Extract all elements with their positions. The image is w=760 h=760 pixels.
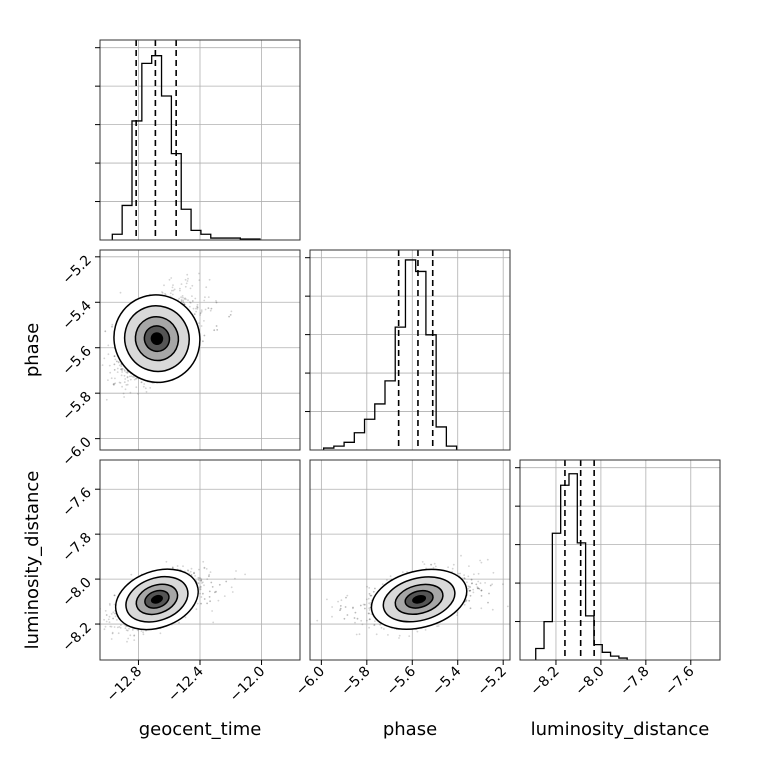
- x-tick-label-geocent_time: −12.4: [165, 663, 207, 705]
- x-axis-label-geocent-time: geocent_time: [139, 719, 262, 740]
- contour-layer: [113, 294, 468, 631]
- x-axis-label-phase: phase: [383, 719, 437, 740]
- contour-line: [143, 325, 171, 353]
- x-tick-label-phase: −5.8: [338, 664, 373, 699]
- y-axis-label-luminosity-distance: luminosity_distance: [22, 471, 43, 650]
- density-level: [150, 594, 163, 604]
- x-tick-label-luminosity_distance: −7.6: [662, 663, 697, 698]
- x-tick-label-phase: −5.6: [384, 663, 419, 698]
- x-tick-label-phase: −5.4: [429, 663, 464, 698]
- contour-line: [125, 575, 189, 623]
- y-tick-label-luminosity_distance: −8.0: [59, 575, 94, 610]
- x-tick-label-luminosity_distance: −8.2: [527, 664, 562, 699]
- density-geocent_time-luminosity_distance: [115, 569, 199, 630]
- density-level: [412, 594, 427, 604]
- panel-frame-luminosity_distance-luminosity_distance: [519, 459, 721, 661]
- density-phase-luminosity_distance: [371, 569, 467, 630]
- y-tick-label-phase: −5.8: [59, 389, 94, 424]
- contour-line: [123, 305, 190, 373]
- histogram-layer: [111, 40, 628, 660]
- y-tick-label-luminosity_distance: −7.6: [59, 485, 94, 520]
- x-tick-label-phase: −6.0: [293, 664, 328, 699]
- y-tick-label-phase: −5.2: [59, 252, 94, 287]
- y-tick-label-phase: −5.6: [59, 343, 94, 378]
- x-tick-label-luminosity_distance: −7.8: [617, 664, 652, 699]
- panel-frame-geocent_time-geocent_time: [99, 39, 301, 241]
- panel-frame-geocent_time-phase: [99, 249, 301, 451]
- histogram-geocent_time: [111, 55, 261, 240]
- contour-line: [394, 583, 444, 616]
- contours-phase-luminosity_distance: [370, 568, 468, 630]
- panel-frame-phase-luminosity_distance: [309, 459, 511, 661]
- panel-frame-phase-phase: [309, 249, 511, 451]
- contour-line: [144, 589, 170, 609]
- y-tick-label-luminosity_distance: −8.2: [59, 620, 94, 655]
- x-tick-label-geocent_time: −12.8: [104, 664, 146, 706]
- contour-line: [404, 589, 434, 609]
- density-level: [150, 332, 164, 346]
- x-axis-label-luminosity-distance: luminosity_distance: [531, 719, 710, 740]
- contour-line: [135, 583, 179, 616]
- x-tick-label-luminosity_distance: −8.0: [572, 664, 607, 699]
- contours-geocent_time-luminosity_distance: [114, 568, 199, 631]
- histogram-phase: [322, 259, 458, 450]
- contour-line: [134, 316, 180, 362]
- density-layer: [113, 294, 467, 630]
- density-geocent_time-phase: [113, 294, 200, 383]
- x-tick-label-phase: −5.2: [475, 664, 510, 699]
- contour-line: [370, 568, 468, 630]
- y-axis-label-phase: phase: [22, 323, 43, 377]
- contour-line: [114, 568, 199, 631]
- grid-layer: [100, 40, 720, 660]
- y-tick-label-phase: −5.4: [59, 298, 94, 333]
- x-tick-label-geocent_time: −12.0: [227, 664, 269, 706]
- contour-line: [382, 576, 456, 623]
- y-tick-label-luminosity_distance: −7.8: [59, 530, 94, 565]
- contour-line: [113, 294, 201, 384]
- y-tick-label-phase: −6.0: [59, 434, 94, 469]
- contours-geocent_time-phase: [113, 294, 201, 384]
